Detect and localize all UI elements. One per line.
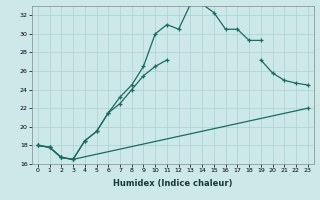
X-axis label: Humidex (Indice chaleur): Humidex (Indice chaleur)	[113, 179, 233, 188]
